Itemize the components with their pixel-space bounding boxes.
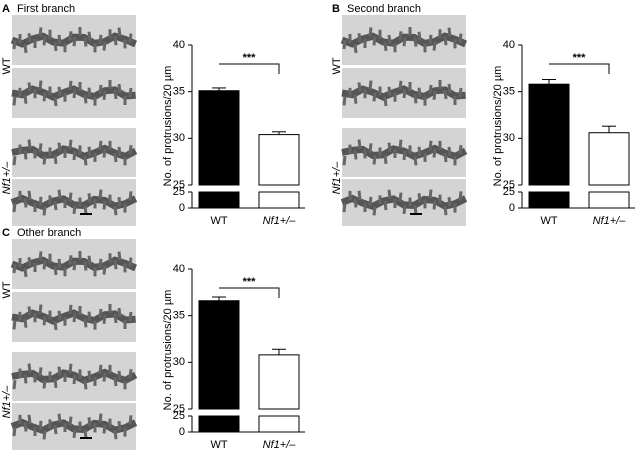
panel-letter: B — [332, 3, 340, 15]
panel-letter: C — [2, 227, 10, 239]
bar — [528, 83, 570, 186]
image-label: Nf1+/– — [1, 161, 13, 195]
significance-label: *** — [573, 52, 587, 64]
y-tick-label: 35 — [503, 86, 515, 98]
x-tick-label: Nf1+/– — [263, 439, 297, 451]
bar — [588, 132, 630, 186]
significance-bracket — [219, 287, 280, 298]
bar — [198, 90, 240, 186]
bar — [258, 415, 300, 433]
x-tick-label: Nf1+/– — [263, 215, 297, 227]
spines — [12, 27, 133, 54]
spines — [12, 304, 133, 331]
bar — [528, 191, 570, 209]
spines — [342, 80, 463, 107]
bar — [198, 300, 240, 410]
significance-label: *** — [243, 52, 257, 64]
image-label: WT — [331, 57, 343, 74]
y-tick-label: 25 — [503, 179, 515, 191]
bar — [258, 191, 300, 209]
spines — [12, 189, 133, 216]
y-tick-label: 30 — [173, 132, 185, 144]
y-tick-label: 30 — [503, 132, 515, 144]
y-tick-label: 40 — [503, 39, 515, 51]
y-tick-label: 35 — [173, 310, 185, 322]
y-axis-label: No. of protrusions/20 µm — [492, 66, 504, 187]
image-label: WT — [1, 281, 13, 298]
y-tick-label: 25 — [173, 410, 185, 422]
spines — [342, 139, 463, 166]
y-tick-label: 25 — [173, 403, 185, 415]
spines — [12, 251, 133, 278]
x-tick-label: WT — [210, 215, 227, 227]
spines — [342, 27, 463, 54]
panel-letter: A — [2, 3, 10, 15]
y-tick-label: 35 — [173, 86, 185, 98]
y-tick-label: 40 — [173, 39, 185, 51]
panel-title: Second branch — [347, 3, 421, 15]
panel-title: Other branch — [17, 227, 81, 239]
y-tick-label: 40 — [173, 263, 185, 275]
significance-bracket — [549, 63, 610, 74]
spines — [12, 80, 133, 107]
y-axis-label: No. of protrusions/20 µm — [162, 290, 174, 411]
bar — [588, 191, 630, 209]
y-tick-label: 30 — [173, 356, 185, 368]
spines — [12, 363, 133, 390]
y-tick-label: 0 — [179, 426, 185, 438]
panel-title: First branch — [17, 3, 75, 15]
y-axis-label: No. of protrusions/20 µm — [162, 66, 174, 187]
y-tick-label: 25 — [503, 186, 515, 198]
spines — [12, 413, 133, 440]
bar — [198, 415, 240, 433]
spines — [12, 139, 133, 166]
y-tick-label: 0 — [509, 202, 515, 214]
spines — [342, 189, 463, 216]
x-tick-label: WT — [540, 215, 557, 227]
significance-bracket — [219, 63, 280, 74]
y-tick-label: 0 — [179, 202, 185, 214]
bar — [258, 134, 300, 186]
image-label: Nf1+/– — [331, 161, 343, 195]
x-tick-label: Nf1+/– — [593, 215, 627, 227]
x-tick-label: WT — [210, 439, 227, 451]
bar — [258, 354, 300, 410]
image-label: WT — [1, 57, 13, 74]
significance-label: *** — [243, 276, 257, 288]
image-label: Nf1+/– — [1, 385, 13, 419]
y-tick-label: 25 — [173, 186, 185, 198]
bar — [198, 191, 240, 209]
y-tick-label: 25 — [173, 179, 185, 191]
